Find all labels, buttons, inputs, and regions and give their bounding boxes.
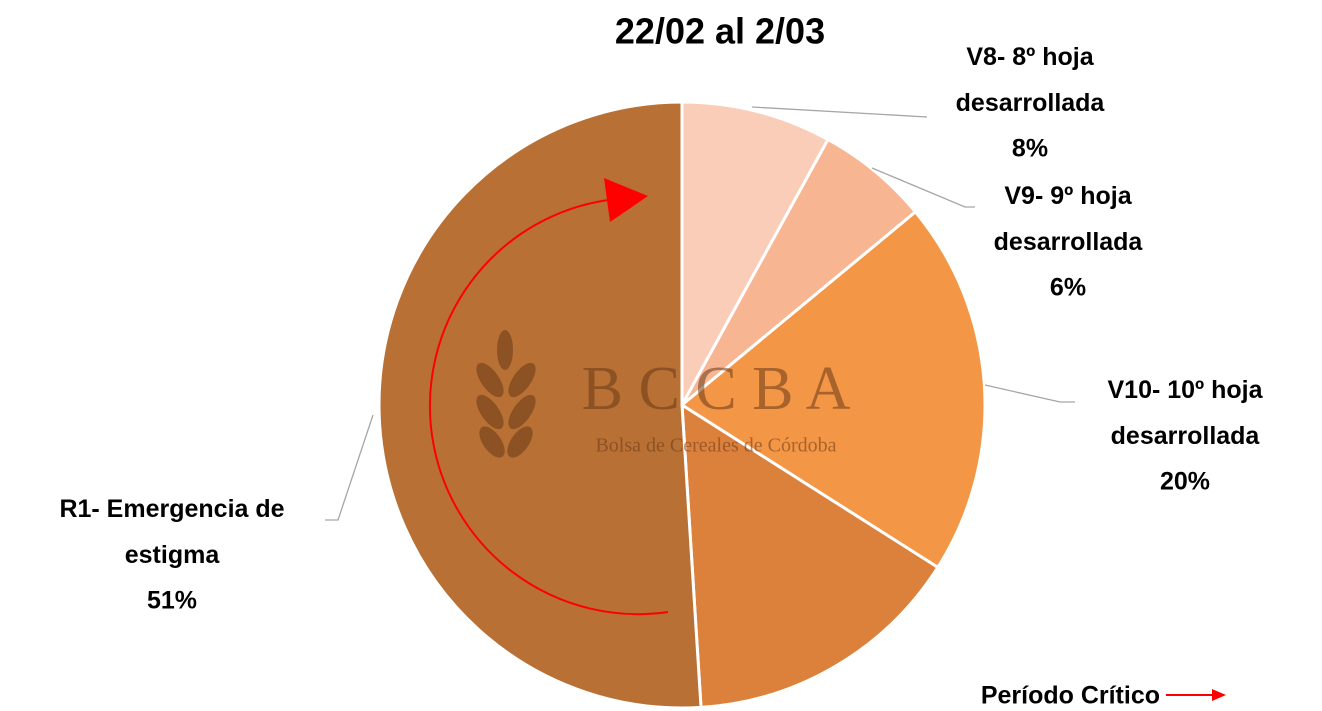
watermark: B C C B A Bolsa de Cereales de Córdoba (476, 330, 851, 458)
chart-title: 22/02 al 2/03 (615, 11, 825, 52)
labels: V8- 8º hoja desarrollada 8% V9- 9º hoja desa… (59, 43, 1263, 615)
pie (377, 100, 987, 710)
category-label: R1- Emergencia de estigma (59, 495, 284, 569)
pie-slice (679, 209, 987, 570)
leader-line (325, 414, 374, 521)
value-label: 20% (1160, 468, 1210, 496)
pie-slice (680, 100, 831, 406)
category-label: V8- 8º hoja desarrollada (956, 43, 1106, 117)
watermark-logo-icon (476, 330, 536, 458)
leader-line (871, 167, 975, 208)
watermark-logo: B C C B A (582, 355, 851, 423)
watermark-name: Bolsa de Cereales de Córdoba (595, 435, 836, 457)
leader-line (751, 106, 928, 118)
pie-slice (377, 100, 703, 710)
value-label: 6% (1050, 274, 1086, 302)
value-label: 51% (147, 587, 197, 615)
legend-arrow (1166, 689, 1226, 701)
value-label: 8% (1012, 135, 1048, 163)
leader-line (984, 384, 1075, 403)
pie-slice (680, 402, 940, 709)
category-label: V10- 10º hoja desarrollada (1107, 376, 1263, 450)
category-label: V9- 9º hoja desarrollada (994, 182, 1144, 256)
critical-period-arrow (428, 178, 669, 616)
legend-label: Período Crítico (981, 682, 1160, 710)
